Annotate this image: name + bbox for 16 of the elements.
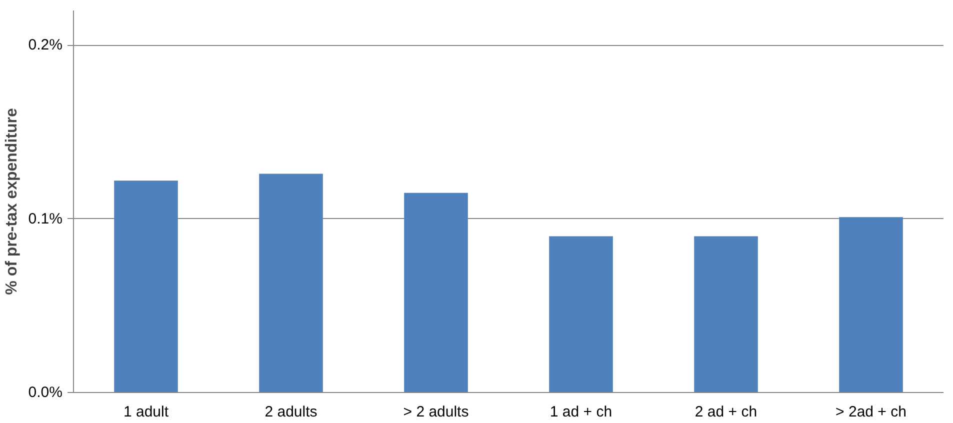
x-tick-label: 1 adult	[123, 404, 170, 420]
bar	[114, 180, 178, 392]
bar	[839, 217, 903, 392]
x-tick-label: 2 ad + ch	[694, 404, 758, 420]
bar	[694, 236, 758, 392]
y-tick-label: 0.2%	[28, 36, 63, 54]
bar	[549, 236, 613, 392]
y-tick-label: 0.1%	[28, 210, 63, 228]
y-axis-title: % of pre-tax expenditure	[3, 108, 20, 295]
x-tick-label: 2 adults	[264, 404, 318, 420]
x-tick-label: > 2ad + ch	[836, 404, 906, 420]
y-tick-label: 0.0%	[28, 384, 63, 401]
bar	[259, 174, 323, 392]
x-tick-label: > 2 adults	[403, 404, 469, 420]
bar	[404, 192, 468, 392]
x-tick-label: 1 ad + ch	[550, 404, 612, 420]
